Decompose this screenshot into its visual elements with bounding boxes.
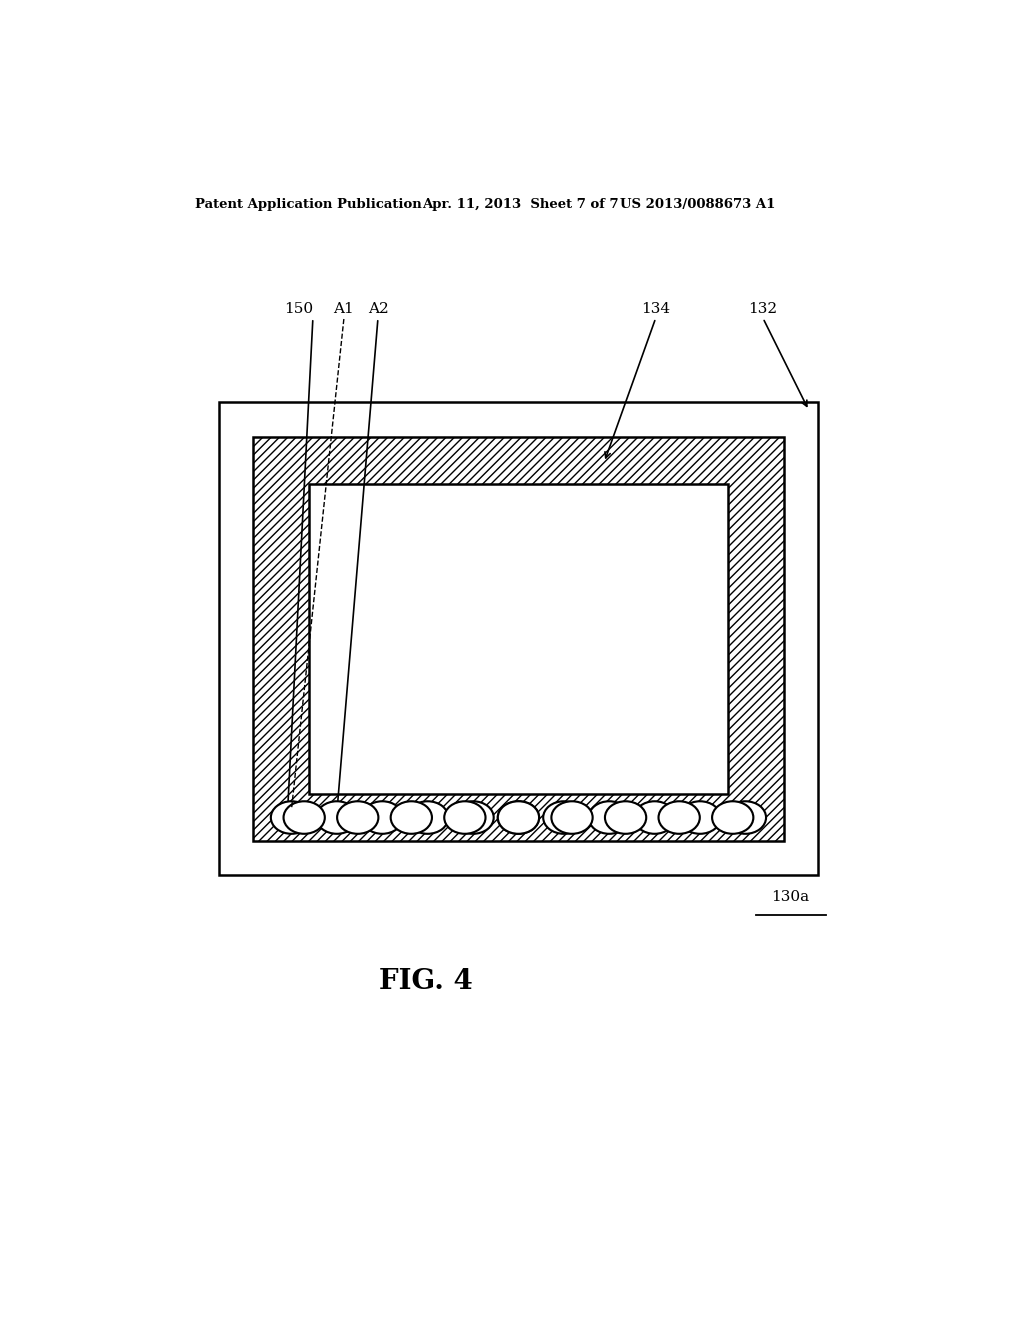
Text: 150: 150 (284, 302, 313, 315)
Ellipse shape (391, 801, 432, 834)
Ellipse shape (725, 801, 766, 834)
Ellipse shape (605, 801, 646, 834)
Text: 132: 132 (749, 302, 777, 315)
Text: Apr. 11, 2013  Sheet 7 of 7: Apr. 11, 2013 Sheet 7 of 7 (422, 198, 618, 211)
Ellipse shape (543, 801, 585, 834)
Ellipse shape (284, 801, 325, 834)
Ellipse shape (444, 801, 485, 834)
Text: 130a: 130a (772, 890, 810, 904)
Text: A1: A1 (334, 302, 354, 315)
Ellipse shape (658, 801, 699, 834)
Text: US 2013/0088673 A1: US 2013/0088673 A1 (620, 198, 775, 211)
Text: A2: A2 (368, 302, 388, 315)
Bar (219, 403, 818, 875)
Ellipse shape (679, 801, 721, 834)
Text: 134: 134 (641, 302, 671, 315)
Ellipse shape (337, 801, 379, 834)
Bar (309, 483, 728, 793)
Ellipse shape (634, 801, 675, 834)
Ellipse shape (453, 801, 494, 834)
Text: Patent Application Publication: Patent Application Publication (196, 198, 422, 211)
Ellipse shape (498, 801, 539, 834)
Ellipse shape (551, 801, 593, 834)
Ellipse shape (712, 801, 754, 834)
Ellipse shape (361, 801, 402, 834)
Ellipse shape (407, 801, 449, 834)
Ellipse shape (316, 801, 357, 834)
Text: FIG. 4: FIG. 4 (379, 968, 472, 995)
Ellipse shape (270, 801, 312, 834)
Ellipse shape (589, 801, 630, 834)
Ellipse shape (498, 801, 539, 834)
Bar (253, 437, 783, 841)
